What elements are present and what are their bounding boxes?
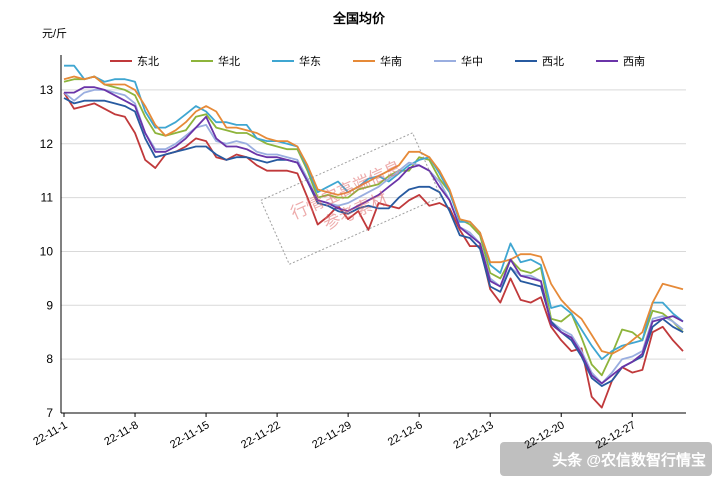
series-line bbox=[63, 89, 684, 385]
legend-label: 西北 bbox=[542, 55, 564, 68]
legend-label: 西南 bbox=[623, 55, 645, 68]
credit-overlay: 头条 @农信数智行情宝 bbox=[500, 442, 712, 476]
y-tick-label: 12 bbox=[40, 137, 54, 151]
x-tick-label: 22-11-15 bbox=[168, 419, 211, 451]
gridlines bbox=[61, 89, 686, 360]
series-line bbox=[63, 97, 684, 388]
y-tick-label: 8 bbox=[46, 352, 53, 366]
credit-text: 头条 @农信数智行情宝 bbox=[552, 451, 706, 469]
x-tick-label: 22-12-6 bbox=[386, 419, 425, 448]
y-axis-unit: 元/斤 bbox=[42, 27, 67, 40]
legend-label: 华东 bbox=[299, 54, 321, 68]
series-line bbox=[63, 75, 684, 377]
x-tick-label: 22-12-13 bbox=[452, 419, 496, 451]
legend-label: 华南 bbox=[380, 54, 402, 68]
y-tick-label: 10 bbox=[40, 244, 54, 258]
series-line bbox=[64, 64, 684, 361]
x-tick-label: 22-11-29 bbox=[310, 419, 353, 451]
y-tick-label: 9 bbox=[46, 298, 53, 312]
x-tick-label: 22-11-8 bbox=[102, 419, 140, 448]
y-tick-label: 7 bbox=[46, 406, 53, 420]
legend: 东北 华北 华东 华南 华中 西北 西南 bbox=[110, 54, 645, 68]
y-tick-label: 13 bbox=[40, 83, 54, 97]
legend-label: 华中 bbox=[461, 54, 483, 68]
y-axis: 7 8 9 10 11 12 13 bbox=[40, 55, 62, 420]
x-tick-label: 22-11-1 bbox=[31, 419, 69, 448]
y-tick-label: 11 bbox=[41, 191, 54, 205]
x-tick-label: 22-11-22 bbox=[239, 419, 282, 451]
series-lines bbox=[63, 64, 684, 409]
legend-label: 华北 bbox=[218, 54, 240, 68]
legend-label: 东北 bbox=[137, 55, 159, 68]
chart-title: 全国均价 bbox=[332, 11, 386, 26]
series-line bbox=[64, 86, 684, 385]
series-line bbox=[63, 75, 684, 355]
